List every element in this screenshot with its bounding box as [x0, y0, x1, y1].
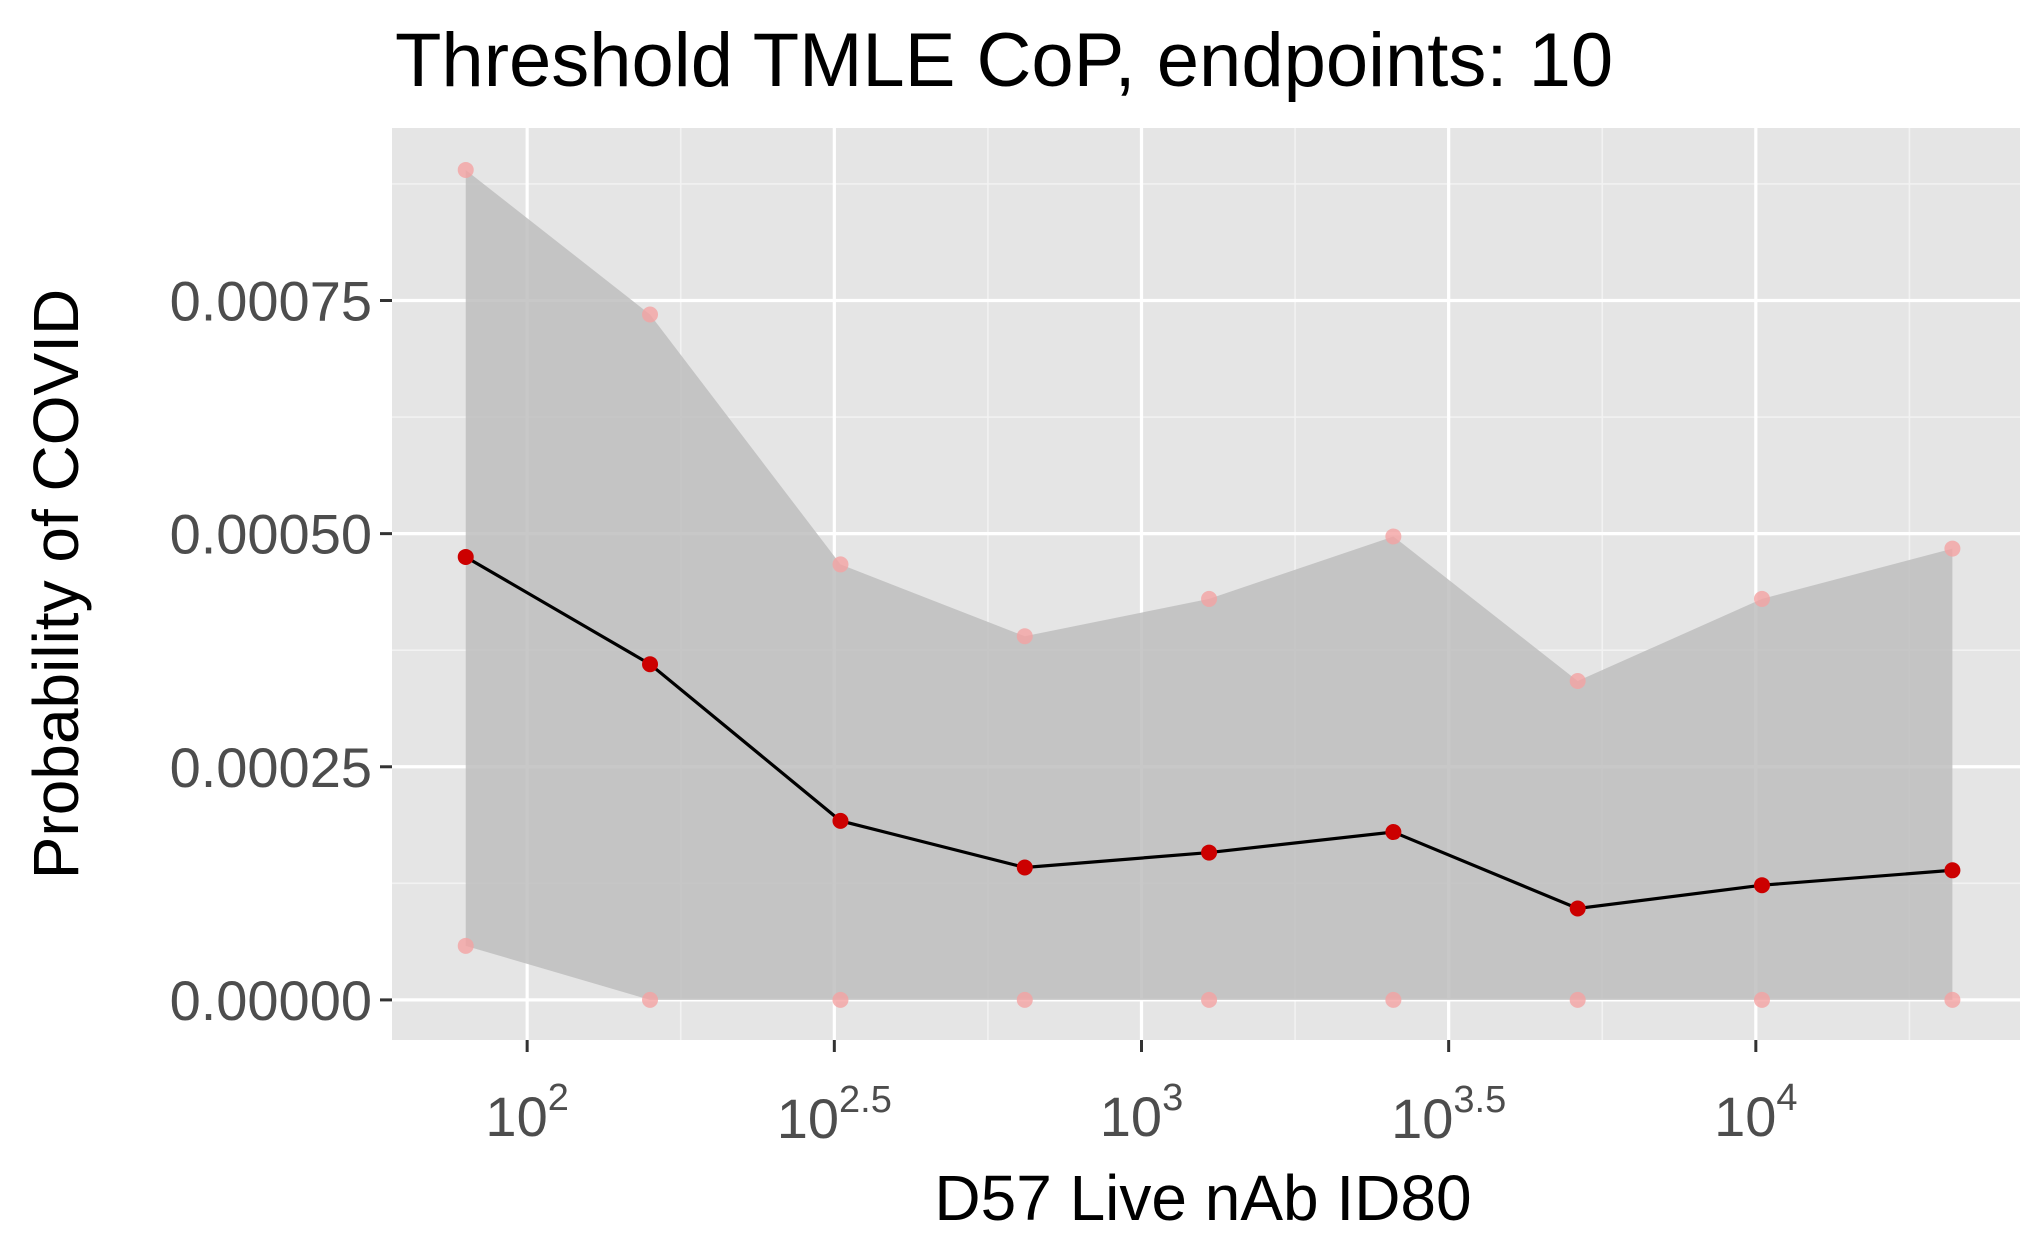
estimate-point	[642, 656, 659, 673]
ci-upper-point	[457, 161, 474, 178]
x-tick-label: 102.5	[777, 1079, 892, 1150]
estimate-point	[1753, 877, 1770, 894]
estimate-point	[1569, 900, 1586, 917]
ci-upper-point	[832, 556, 849, 573]
ci-lower-point	[1385, 991, 1402, 1008]
x-tick-label: 102	[485, 1077, 568, 1148]
ci-upper-point	[1753, 590, 1770, 607]
ci-upper-point	[1944, 540, 1961, 557]
y-axis-title: Probability of COVID	[20, 289, 92, 879]
ci-lower-point	[642, 991, 659, 1008]
estimate-point	[832, 812, 849, 829]
y-tick-label: 0.00025	[170, 736, 372, 799]
x-axis-ticks: 102 102.5 103 103.5 104	[485, 1040, 1798, 1150]
estimate-point	[1944, 862, 1961, 879]
x-tick-label: 103	[1100, 1077, 1183, 1148]
ci-upper-points	[457, 161, 1961, 689]
x-tick-label: 103.5	[1391, 1079, 1506, 1150]
estimate-point	[1385, 824, 1402, 841]
ci-lower-point	[832, 991, 849, 1008]
ci-lower-points	[457, 937, 1961, 1008]
x-tick-label: 104	[1714, 1077, 1797, 1148]
ci-lower-point	[1753, 991, 1770, 1008]
chart-title: Threshold TMLE CoP, endpoints: 10	[395, 18, 1613, 103]
ci-upper-point	[1201, 590, 1218, 607]
estimate-points	[457, 548, 1961, 917]
estimate-point	[457, 548, 474, 565]
y-tick-label: 0.00000	[170, 969, 372, 1032]
estimate-point	[1201, 844, 1218, 861]
ci-upper-point	[1016, 628, 1033, 645]
estimate-point	[1016, 859, 1033, 876]
ci-upper-point	[1385, 528, 1402, 545]
ci-lower-point	[1944, 991, 1961, 1008]
y-tick-label: 0.00050	[170, 503, 372, 566]
ci-lower-point	[1569, 991, 1586, 1008]
y-tick-label: 0.00075	[170, 270, 372, 333]
ci-lower-point	[1016, 991, 1033, 1008]
ci-upper-point	[642, 306, 659, 323]
x-axis-title: D57 Live nAb ID80	[934, 1162, 1471, 1234]
confidence-ribbon	[465, 169, 1953, 1000]
y-axis-ticks: 0.00000 0.00025 0.00050 0.00075	[170, 270, 392, 1032]
ci-upper-point	[1569, 672, 1586, 689]
ci-lower-point	[1201, 991, 1218, 1008]
ci-lower-point	[457, 937, 474, 954]
